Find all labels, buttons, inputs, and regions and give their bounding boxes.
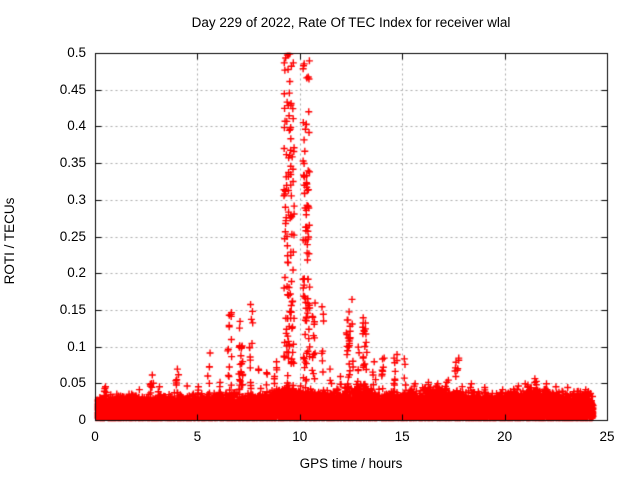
y-tick-label: 0.3	[67, 191, 86, 207]
chart-title: Day 229 of 2022, Rate Of TEC Index for r…	[191, 15, 511, 30]
x-axis-label: GPS time / hours	[299, 456, 403, 471]
y-tick-label: 0.4	[67, 118, 86, 134]
y-tick-label: 0.2	[67, 265, 86, 281]
y-tick-label: 0.05	[59, 375, 86, 391]
y-tick-label: 0.35	[59, 155, 86, 171]
y-tick-label: 0.25	[59, 228, 86, 244]
y-tick-label: 0.1	[67, 338, 86, 354]
x-tick-label: 0	[91, 429, 99, 444]
x-tick-label: 10	[292, 429, 308, 444]
y-tick-label: 0	[78, 412, 86, 427]
y-tick-label: 0.5	[67, 45, 86, 60]
y-tick-label: 0.15	[59, 301, 86, 317]
x-tick-label: 25	[599, 429, 615, 444]
y-tick-label: 0.45	[59, 81, 86, 97]
x-tick-label: 5	[193, 429, 202, 444]
x-tick-label: 20	[497, 429, 513, 444]
x-tick-label: 15	[394, 429, 410, 444]
